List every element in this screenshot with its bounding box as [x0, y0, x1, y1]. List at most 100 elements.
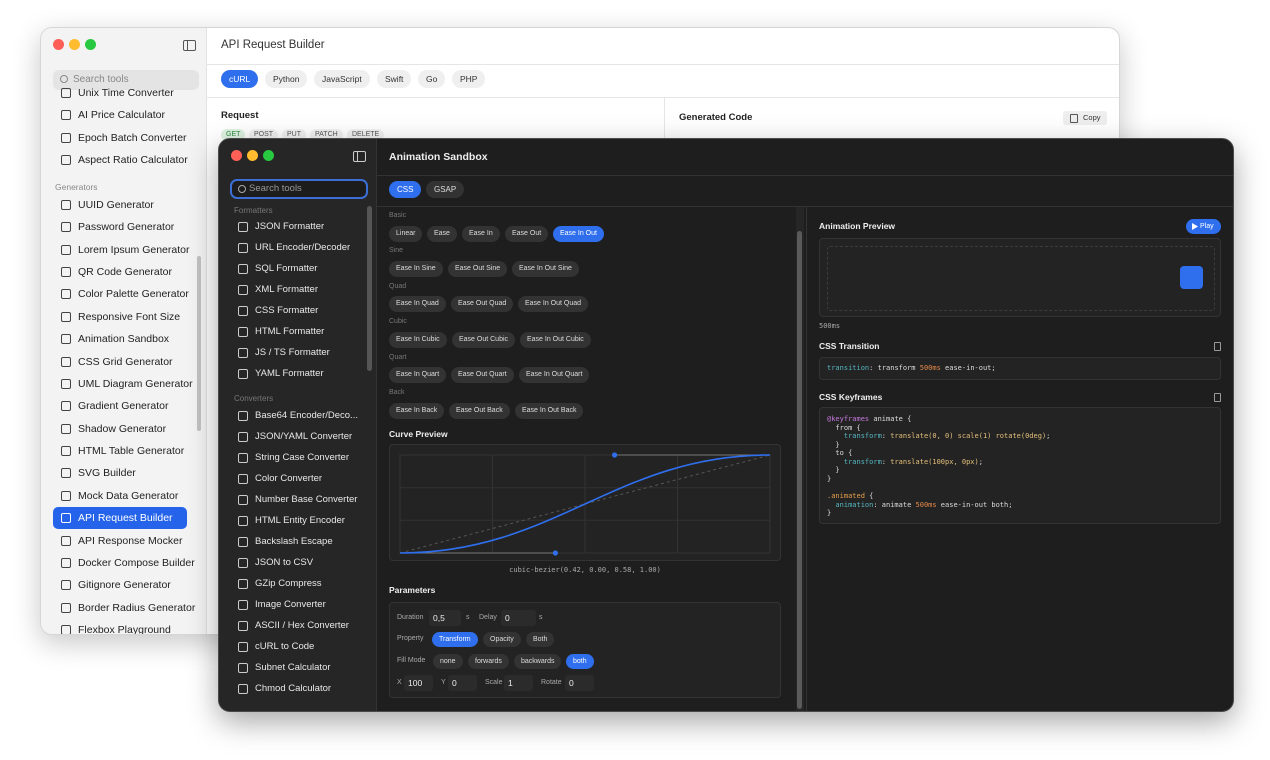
- fill-mode-option[interactable]: backwards: [514, 653, 562, 669]
- fill-mode-option[interactable]: forwards: [468, 653, 509, 669]
- sidebar-toggle[interactable]: [353, 151, 366, 162]
- control-point[interactable]: [552, 550, 558, 556]
- window-control[interactable]: [263, 150, 274, 161]
- section-label: Converters: [234, 394, 274, 403]
- easing-option[interactable]: Ease Out Cubic: [452, 331, 516, 348]
- active-item[interactable]: [53, 507, 187, 530]
- easing-option[interactable]: Ease Out Sine: [448, 260, 508, 277]
- icon: [61, 401, 71, 412]
- front-window: Search tools Formatters JSON Formatter URL …: [218, 138, 1234, 712]
- icon: [61, 423, 71, 434]
- code-token: animation: [827, 500, 874, 509]
- icon: [61, 267, 71, 278]
- text-input[interactable]: 0,5: [429, 610, 461, 626]
- icon: [61, 244, 71, 255]
- easing-option[interactable]: Linear: [389, 225, 423, 242]
- easing-option[interactable]: Ease: [427, 225, 457, 242]
- sidebar-item: Password Generator: [78, 221, 175, 234]
- copy-icon[interactable]: [1214, 393, 1221, 402]
- scrollbar: [197, 256, 201, 431]
- text-input[interactable]: 0: [501, 610, 536, 626]
- field-label: s: [466, 614, 470, 621]
- easing-option[interactable]: Ease Out: [505, 225, 549, 242]
- search-box[interactable]: Search tools: [230, 179, 368, 199]
- copy-button[interactable]: Copy: [1063, 111, 1107, 125]
- window-control[interactable]: [69, 39, 80, 50]
- window-control[interactable]: [85, 39, 96, 50]
- icon: [61, 580, 71, 591]
- code-line: transition: transform 500ms ease-in-out;: [827, 362, 996, 374]
- icon: [61, 311, 71, 322]
- icon: [238, 348, 248, 358]
- easing-option[interactable]: Ease Out Quart: [451, 367, 514, 384]
- easing-option[interactable]: Ease In Sine: [389, 260, 443, 277]
- language-tab[interactable]: PHP: [452, 70, 486, 88]
- sidebar-toggle[interactable]: [183, 40, 196, 51]
- sidebar-item: HTML Entity Encoder: [255, 515, 345, 526]
- control-point[interactable]: [612, 452, 618, 458]
- language-tab[interactable]: cURL: [221, 70, 259, 88]
- easing-option[interactable]: Ease Out Back: [449, 402, 510, 419]
- copy-icon[interactable]: [1214, 342, 1221, 351]
- easing-option[interactable]: Ease In: [462, 225, 500, 242]
- curve-label: cubic-bezier(0.42, 0.00, 0.58, 1.00): [509, 566, 661, 574]
- property-option[interactable]: Opacity: [483, 631, 521, 647]
- text-input[interactable]: 100: [404, 675, 433, 691]
- fill-mode-option[interactable]: none: [433, 653, 463, 669]
- easing-option[interactable]: Ease In Out: [553, 225, 604, 242]
- easing-option[interactable]: Ease In Out Back: [515, 402, 584, 419]
- easing-option[interactable]: Ease Out Quad: [451, 296, 514, 313]
- window-control[interactable]: [231, 150, 242, 161]
- easing-option[interactable]: Ease In Quart: [389, 367, 447, 384]
- sidebar-item: Responsive Font Size: [78, 310, 181, 323]
- icon: [238, 453, 248, 463]
- easing-option[interactable]: Ease In Out Quad: [518, 296, 589, 313]
- sidebar-item: API Response Mocker: [78, 534, 183, 547]
- icon: [61, 356, 71, 367]
- property-option[interactable]: Both: [526, 631, 555, 647]
- mode-tab[interactable]: CSS: [389, 180, 422, 198]
- code-line: transform: translate(100px, 0px);: [827, 456, 983, 468]
- easing-option[interactable]: Ease In Out Quart: [519, 367, 590, 384]
- code-box: [819, 407, 1221, 524]
- search-placeholder: Search tools: [73, 74, 129, 85]
- sidebar-item: Unix Time Converter: [78, 87, 174, 99]
- easing-option[interactable]: Ease In Quad: [389, 296, 446, 313]
- easing-option[interactable]: Ease In Back: [389, 402, 445, 419]
- text-input[interactable]: 1: [504, 675, 533, 691]
- sidebar-item: AI Price Calculator: [78, 109, 165, 122]
- text-input[interactable]: 0: [565, 675, 594, 691]
- code-token: {: [864, 492, 874, 500]
- sidebar-item: JSON/YAML Converter: [255, 431, 353, 442]
- text-input[interactable]: 0: [448, 675, 477, 691]
- icon: [238, 474, 248, 484]
- toggle-line: [187, 41, 189, 50]
- code-token: animate {: [869, 415, 912, 423]
- fill-mode-option[interactable]: both: [566, 653, 594, 669]
- icon: [238, 285, 248, 295]
- play-button[interactable]: Play: [1186, 219, 1221, 234]
- icon: [238, 537, 248, 547]
- window-control[interactable]: [247, 150, 258, 161]
- mode-tab[interactable]: GSAP: [426, 180, 465, 198]
- language-tab[interactable]: JavaScript: [314, 70, 370, 88]
- property-option[interactable]: Transform: [432, 631, 478, 647]
- sidebar-item: Number Base Converter: [255, 494, 358, 505]
- code-line: }: [827, 439, 839, 451]
- code-token: transition: [827, 364, 870, 372]
- icon: [61, 132, 71, 143]
- language-tab[interactable]: Python: [265, 70, 308, 88]
- window-control[interactable]: [53, 39, 64, 50]
- language-tab[interactable]: Swift: [377, 70, 412, 88]
- search-box[interactable]: Search tools: [53, 70, 199, 90]
- icon: [238, 642, 248, 652]
- icon: [61, 625, 71, 634]
- easing-option[interactable]: Ease In Out Sine: [512, 260, 579, 277]
- sidebar-item: API Request Builder: [78, 512, 173, 525]
- group-label: Sine: [389, 247, 404, 255]
- easing-option[interactable]: Ease In Cubic: [389, 331, 447, 348]
- language-tab[interactable]: Go: [418, 70, 446, 88]
- field-label: Property: [397, 635, 424, 642]
- easing-option[interactable]: Ease In Out Cubic: [520, 331, 591, 348]
- divider: [806, 207, 807, 711]
